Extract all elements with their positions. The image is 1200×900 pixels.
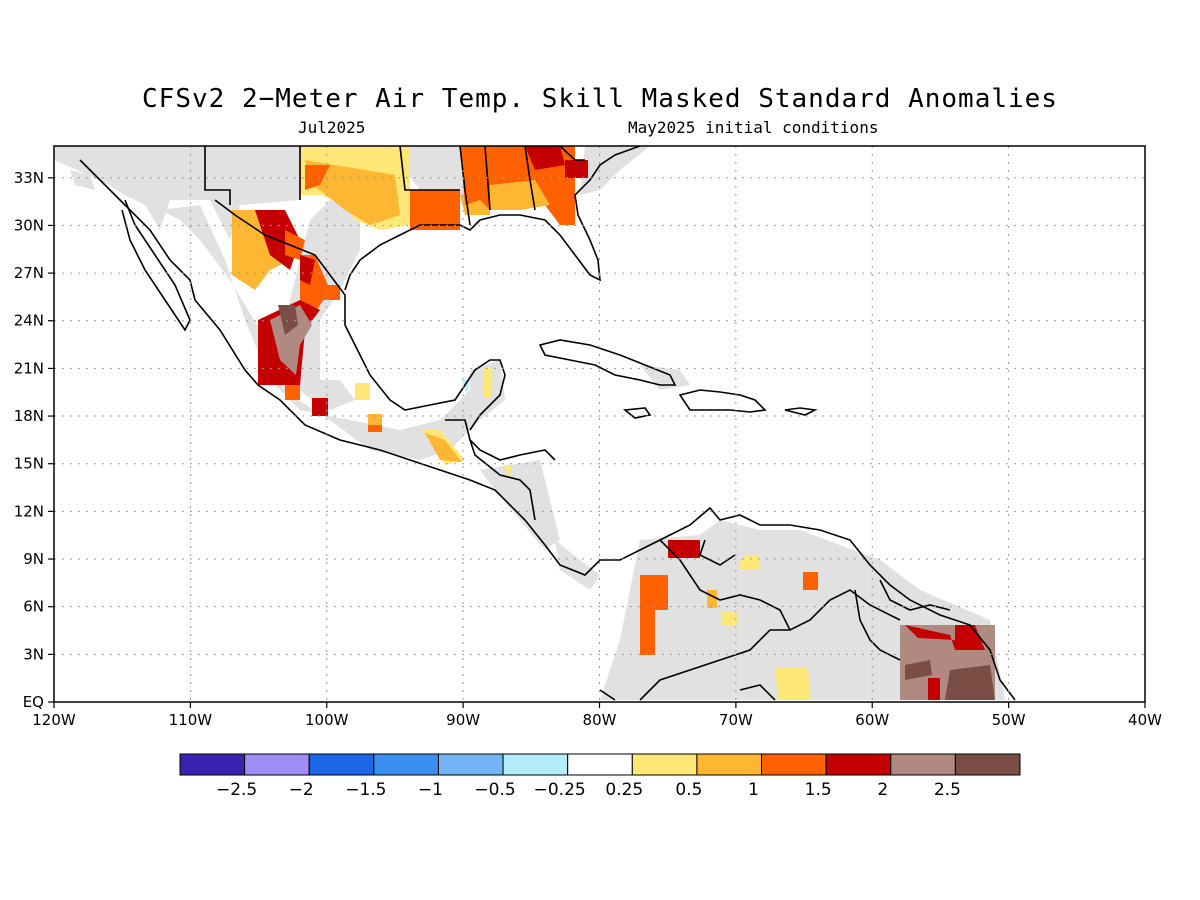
lat-tick-label: 24N (14, 312, 44, 330)
lat-tick-label: 6N (23, 598, 44, 616)
colorbar-swatch (308, 753, 375, 776)
colorbar-label: 1 (748, 780, 759, 800)
coastlines (79, 146, 1016, 701)
lat-tick-label: 9N (23, 550, 44, 568)
lat-tick-label: 12N (14, 502, 44, 520)
colorbar-swatch (696, 753, 763, 776)
colorbar-label: 2.5 (934, 780, 961, 800)
colorbar-swatch (502, 753, 569, 776)
lon-tick-label: 90W (446, 711, 480, 729)
lon-tick-label: 120W (32, 711, 76, 729)
colorbar-label: −0.5 (474, 780, 515, 800)
lon-tick-label: 50W (992, 711, 1026, 729)
colorbar-swatch (373, 753, 439, 776)
lat-tick-label: 3N (23, 645, 44, 663)
lat-tick-label: 18N (14, 407, 44, 425)
colorbar-label: −2 (289, 780, 314, 800)
init-conditions-label: May2025 initial conditions (628, 118, 879, 137)
lon-tick-label: 80W (583, 711, 617, 729)
colorbar-swatch (954, 753, 1021, 776)
colorbar-swatch (567, 753, 633, 776)
lat-tick-label: 15N (14, 455, 44, 473)
colorbar-swatch (825, 753, 892, 776)
colorbar-label: 2 (877, 780, 888, 800)
lon-tick-label: 100W (305, 711, 349, 729)
lat-tick-label: 21N (14, 359, 44, 377)
colorbar-label: 0.25 (605, 780, 643, 800)
colorbar-swatch (244, 753, 310, 776)
valid-month-label: Jul2025 (298, 118, 366, 137)
lat-tick-label: 30N (14, 216, 44, 234)
lon-tick-label: 40W (1128, 711, 1162, 729)
lon-tick-label: 110W (169, 711, 213, 729)
colorbar-label: −1.5 (345, 780, 386, 800)
colorbar-label: 1.5 (805, 780, 832, 800)
graticule (54, 146, 1145, 702)
lon-tick-label: 60W (855, 711, 889, 729)
colorbar-label: −1 (418, 780, 443, 800)
colorbar-swatch (631, 753, 698, 776)
lat-tick-label: 27N (14, 264, 44, 282)
colorbar-swatch (761, 753, 827, 776)
map-title: CFSv2 2−Meter Air Temp. Skill Masked Sta… (142, 84, 1058, 114)
colorbar-label: −0.25 (534, 780, 586, 800)
colorbar-label: 0.5 (675, 780, 702, 800)
colorbar: −2.5 −2 −1.5 −1 −0.5 −0.25 0.25 0.5 1 1.5 2 2.5 (179, 753, 1021, 800)
colorbar-swatch (890, 753, 956, 776)
skill-mask-shading (54, 146, 1005, 700)
lat-tick-label: EQ (23, 693, 44, 711)
lat-tick-label: 33N (14, 169, 44, 187)
colorbar-label: −2.5 (216, 780, 257, 800)
map-area (54, 146, 1145, 702)
axis-ticks: 120W 110W 100W 90W 80W 70W 60W 50W 40W EQ 3N 6N 9N 12… (14, 169, 1162, 729)
colorbar-swatch (437, 753, 504, 776)
lon-tick-label: 70W (719, 711, 753, 729)
colorbar-swatch (179, 753, 246, 776)
